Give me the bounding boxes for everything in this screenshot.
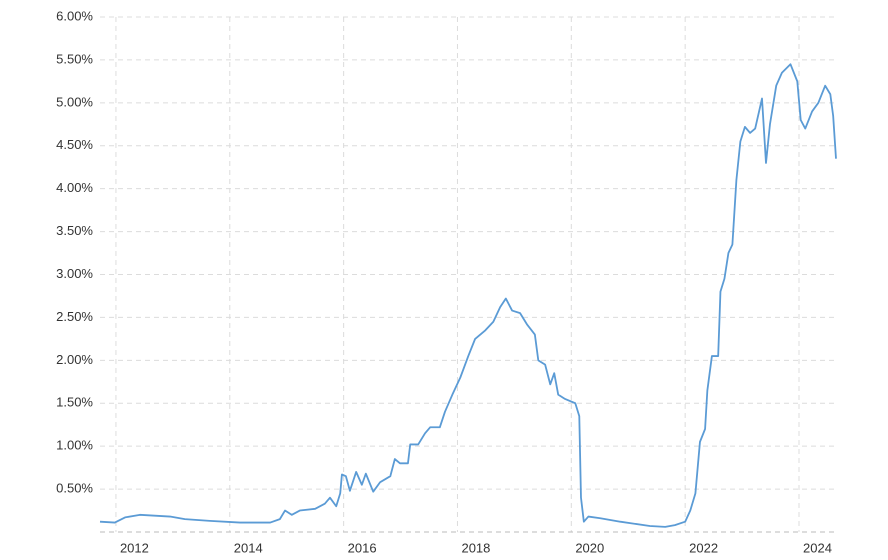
y-tick-label: 1.00%	[56, 438, 93, 453]
x-tick-label: 2016	[348, 540, 377, 555]
y-tick-label: 3.50%	[56, 223, 93, 238]
x-tick-label: 2024	[803, 540, 832, 555]
y-tick-label: 3.00%	[56, 266, 93, 281]
line-series	[99, 63, 837, 528]
y-tick-label: 5.50%	[56, 51, 93, 66]
y-tick-label: 4.00%	[56, 180, 93, 195]
y-tick-label: 4.50%	[56, 137, 93, 152]
y-tick-label: 0.50%	[56, 481, 93, 496]
y-tick-label: 2.00%	[56, 352, 93, 367]
y-tick-label: 2.50%	[56, 309, 93, 324]
y-tick-label: 6.00%	[56, 8, 93, 23]
y-tick-label: 1.50%	[56, 395, 93, 410]
x-tick-label: 2014	[234, 540, 263, 555]
y-tick-label: 5.00%	[56, 94, 93, 109]
x-tick-label: 2012	[120, 540, 149, 555]
x-tick-label: 2022	[689, 540, 718, 555]
x-tick-label: 2020	[575, 540, 604, 555]
x-tick-label: 2018	[461, 540, 490, 555]
